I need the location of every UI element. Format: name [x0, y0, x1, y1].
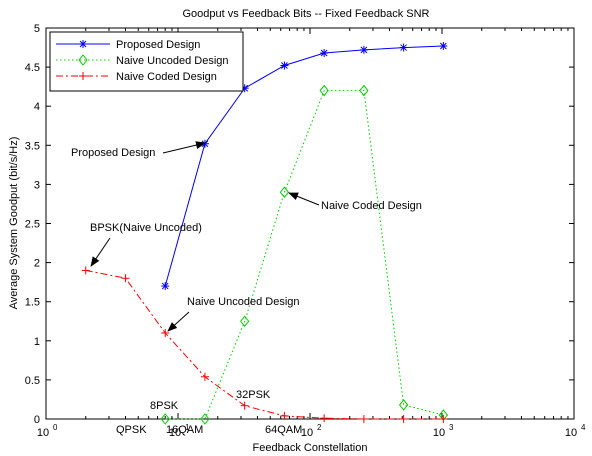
x-tick-exponent: 4	[581, 423, 586, 432]
data-point	[160, 413, 170, 425]
data-point	[439, 415, 448, 423]
x-tick-label: 10	[169, 427, 181, 439]
x-tick-label: 10	[565, 427, 577, 439]
y-tick-label: 1.5	[25, 297, 40, 309]
label-8psk: 8PSK	[150, 400, 179, 412]
x-axis: 10 0 10 1 10 2 10 3 10 4	[37, 28, 586, 439]
data-point	[320, 414, 329, 423]
y-tick-label: 4	[34, 101, 40, 113]
y-axis-label: Average System Goodput (bit/s/Hz)	[8, 137, 20, 310]
x-tick-exponent: 2	[317, 423, 322, 432]
data-point	[161, 282, 170, 291]
x-tick-exponent: 3	[449, 423, 454, 432]
data-point	[398, 399, 409, 411]
data-point	[280, 61, 289, 70]
y-tick-label: 2	[34, 258, 40, 270]
y-tick-label: 3	[34, 179, 40, 191]
label-32psk: 32PSK	[236, 389, 271, 401]
data-point	[240, 401, 249, 410]
y-tick-label: 5	[34, 23, 40, 35]
annotation-bpsk: BPSK(Naive Uncoded)	[90, 222, 202, 234]
annotation-proposed-design: Proposed Design	[71, 147, 155, 159]
data-point	[279, 186, 290, 199]
legend-label: Naive Uncoded Design	[116, 55, 229, 67]
legend-marker	[78, 54, 88, 66]
series-1	[160, 84, 449, 425]
data-point	[399, 43, 408, 52]
arrow-naive-coded-design	[288, 192, 320, 206]
label-64qam: 64QAM	[265, 424, 302, 436]
data-point	[240, 315, 250, 328]
data-point	[359, 415, 368, 423]
y-tick-label: 1	[34, 336, 40, 348]
series-0	[161, 41, 448, 291]
label-16qam: 16QAM	[166, 424, 203, 436]
marker-stroke	[281, 62, 288, 69]
series-line	[164, 45, 444, 287]
data-point	[200, 413, 210, 425]
series-line	[165, 90, 444, 420]
series-layer	[81, 41, 449, 425]
x-tick-label: 10	[301, 427, 313, 439]
data-point	[280, 411, 289, 420]
legend-marker	[79, 40, 87, 48]
data-point	[359, 45, 368, 54]
data-point	[200, 372, 209, 381]
data-point	[161, 328, 170, 337]
marker-stroke	[79, 40, 87, 48]
arrow-bpsk	[90, 237, 111, 267]
series-line	[85, 269, 444, 420]
data-point	[399, 415, 408, 423]
legend-label: Proposed Design	[116, 39, 200, 51]
y-tick-label: 0	[34, 414, 40, 426]
y-tick-label: 2.5	[25, 219, 40, 231]
x-tick-label: 10	[433, 427, 445, 439]
marker-stroke	[161, 282, 169, 290]
data-point	[319, 84, 329, 97]
x-tick-exponent: 1	[185, 423, 190, 432]
marker-stroke	[360, 46, 368, 54]
data-point	[439, 41, 448, 50]
y-tick-label: 4.5	[25, 62, 40, 74]
marker-stroke	[400, 44, 407, 51]
annotations: Proposed Design Naive Coded Design BPSK(…	[71, 141, 422, 436]
legend-box	[49, 31, 244, 92]
label-qpsk: QPSK	[116, 424, 147, 436]
data-point	[359, 84, 369, 97]
x-tick-label: 10	[37, 427, 49, 439]
data-point	[121, 274, 130, 283]
legend-marker	[79, 72, 87, 80]
chart-title: Goodput vs Feedback Bits -- Fixed Feedba…	[183, 8, 430, 20]
arrow-naive-uncoded-design	[167, 311, 190, 332]
annotation-naive-coded-design: Naive Coded Design	[321, 200, 422, 212]
annotation-naive-uncoded-design: Naive Uncoded Design	[187, 296, 300, 308]
data-point	[320, 49, 329, 58]
marker-stroke	[320, 49, 328, 57]
x-tick-exponent: 0	[53, 423, 58, 432]
plot-area	[45, 27, 575, 420]
data-point	[81, 266, 90, 275]
y-axis: 0 0.5 1 1.5 2 2.5 3 3.5 4 4.5 5	[25, 23, 574, 426]
legend: Proposed Design Naive Uncoded Design Naive…	[49, 31, 244, 92]
marker-stroke	[440, 42, 447, 50]
y-tick-label: 3.5	[25, 140, 40, 152]
series-2	[81, 266, 448, 423]
legend-label: Naive Coded Design	[116, 71, 217, 83]
x-axis-label: Feedback Constellation	[253, 442, 368, 454]
y-tick-label: 0.5	[25, 375, 40, 387]
arrow-proposed-design	[162, 141, 206, 154]
